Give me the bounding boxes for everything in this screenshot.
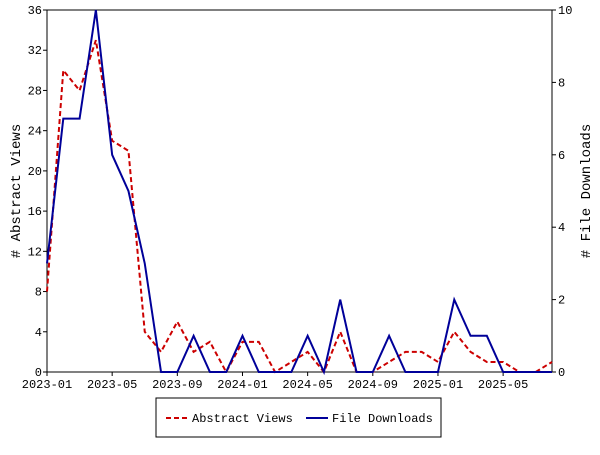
y-axis-label: # Abstract Views [9,124,25,258]
y-tick-label: 24 [28,125,42,139]
y-tick-label: 16 [28,205,42,219]
legend-label: Abstract Views [192,412,293,426]
y-tick-label: 0 [35,366,42,380]
y-tick-label: 4 [35,326,42,340]
x-tick-label: 2023-05 [87,378,137,392]
y-tick-label: 28 [28,84,42,98]
y2-tick-label: 8 [558,76,565,90]
x-tick-label: 2024-01 [217,378,267,392]
y-tick-label: 20 [28,165,42,179]
y2-tick-label: 6 [558,149,565,163]
y-tick-label: 12 [28,245,42,259]
x-tick-label: 2025-01 [413,378,463,392]
y-tick-label: 8 [35,286,42,300]
y-tick-label: 36 [28,4,42,18]
x-tick-label: 2024-09 [348,378,398,392]
y2-tick-label: 10 [558,4,572,18]
x-tick-label: 2025-05 [478,378,528,392]
y2-tick-label: 0 [558,366,565,380]
legend-label: File Downloads [332,412,433,426]
y-tick-label: 32 [28,44,42,58]
y2-axis-label: # File Downloads [579,124,595,258]
x-tick-label: 2023-01 [22,378,72,392]
x-tick-label: 2024-05 [282,378,332,392]
y2-tick-label: 2 [558,294,565,308]
y2-tick-label: 4 [558,221,565,235]
data-line [46,9,552,376]
plot-frame [46,9,553,373]
x-tick-label: 2023-09 [152,378,202,392]
legend [155,397,442,438]
data-line [46,39,553,375]
